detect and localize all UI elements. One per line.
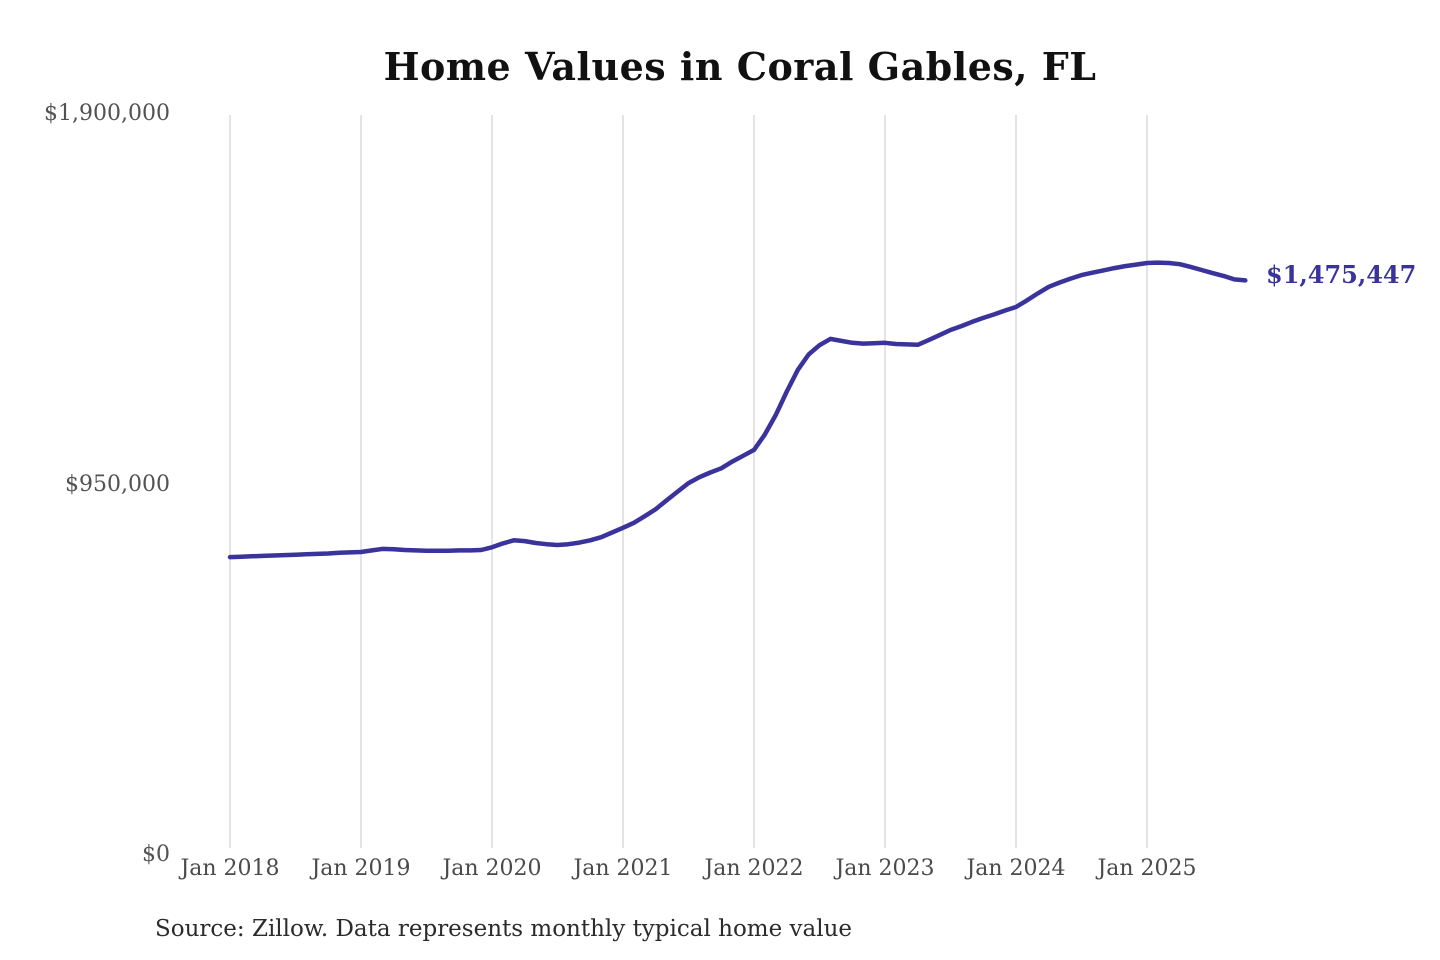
x-axis-tick-jan-2018: Jan 2018 xyxy=(180,856,280,881)
x-axis-tick-jan-2022: Jan 2022 xyxy=(704,856,804,881)
home-value-line xyxy=(227,260,1248,560)
x-axis-tick-jan-2020: Jan 2020 xyxy=(442,856,542,881)
x-axis-tick-jan-2025: Jan 2025 xyxy=(1097,856,1197,881)
x-axis-tick-jan-2021: Jan 2021 xyxy=(573,856,673,881)
y-axis-tick-0: $0 xyxy=(142,842,170,867)
year-gridlines xyxy=(229,115,1148,848)
y-axis-tick-950000: $950,000 xyxy=(65,472,170,497)
chart-title: Home Values in Coral Gables, FL xyxy=(383,44,1097,89)
x-axis-tick-jan-2024: Jan 2024 xyxy=(966,856,1066,881)
x-axis-tick-jan-2023: Jan 2023 xyxy=(835,856,935,881)
source-note: Source: Zillow. Data represents monthly … xyxy=(155,916,853,942)
y-axis-tick-1900000: $1,900,000 xyxy=(44,101,170,126)
x-axis-tick-jan-2019: Jan 2019 xyxy=(311,856,411,881)
latest-value-label: $1,475,447 xyxy=(1266,260,1417,289)
